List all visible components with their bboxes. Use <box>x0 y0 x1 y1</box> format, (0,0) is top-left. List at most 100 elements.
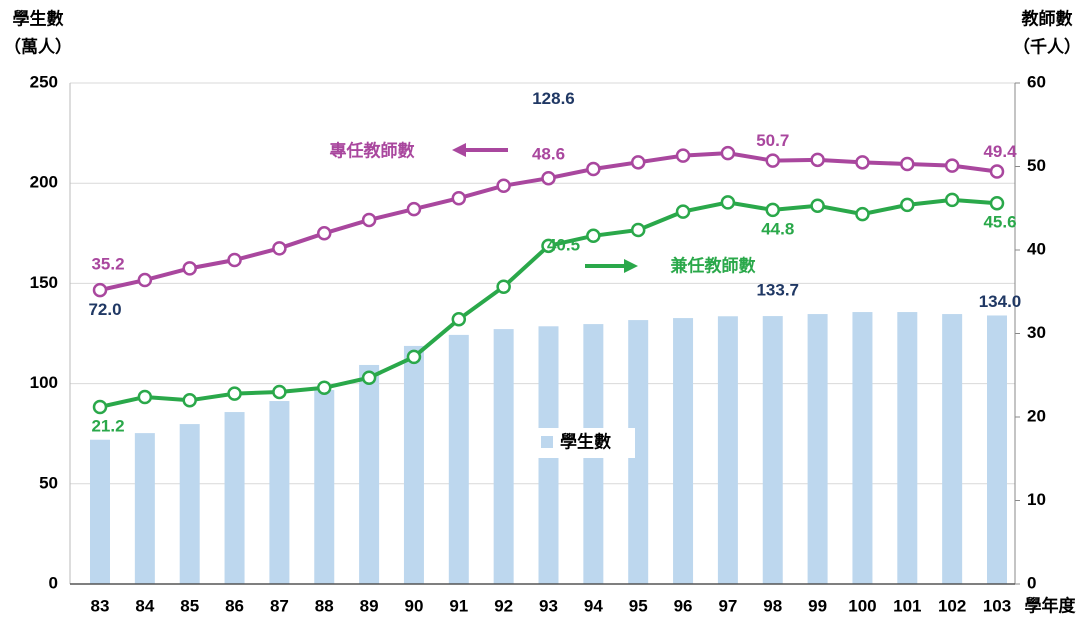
x-tick-label: 86 <box>225 596 244 615</box>
data-label: 72.0 <box>88 300 121 319</box>
marker <box>182 261 197 276</box>
bar <box>807 314 828 584</box>
marker <box>541 170 556 186</box>
marker <box>586 228 601 244</box>
y2-tick-label: 60 <box>1027 72 1046 91</box>
x-tick-label: 92 <box>494 596 513 615</box>
data-label: 48.6 <box>532 145 565 164</box>
bar <box>134 433 155 584</box>
data-label: 35.2 <box>91 255 124 274</box>
y2-axis-title: （千人） <box>1013 36 1081 56</box>
marker <box>675 148 691 163</box>
marker <box>586 161 601 177</box>
x-tick-label: 99 <box>808 596 827 615</box>
marker <box>720 195 736 210</box>
y2-tick-label: 40 <box>1027 239 1046 258</box>
bar <box>90 439 110 584</box>
bar <box>942 314 963 584</box>
bar <box>403 345 424 584</box>
marker <box>900 156 915 172</box>
marker <box>810 198 825 213</box>
bar <box>852 312 873 584</box>
y2-tick-label: 10 <box>1027 490 1046 509</box>
legend-label: 學生數 <box>560 431 611 451</box>
y2-tick-label: 0 <box>1027 573 1036 592</box>
y-tick-label: 250 <box>30 72 58 91</box>
y-tick-label: 200 <box>30 173 58 192</box>
x-tick-label: 103 <box>983 596 1011 615</box>
marker <box>137 272 153 288</box>
marker <box>630 155 646 170</box>
marker <box>227 386 242 401</box>
y2-tick-label: 30 <box>1027 323 1046 342</box>
marker <box>944 192 960 208</box>
x-tick-label: 101 <box>893 596 921 615</box>
legend-swatch <box>541 436 553 448</box>
marker <box>272 241 287 256</box>
marker <box>944 158 960 173</box>
x-tick-label: 87 <box>270 596 289 615</box>
bar <box>359 364 380 584</box>
marker <box>317 226 332 241</box>
marker <box>989 195 1005 211</box>
marker <box>720 145 736 161</box>
marker <box>92 282 108 298</box>
marker <box>541 238 556 254</box>
bar <box>897 312 918 584</box>
x-tick-label: 96 <box>674 596 693 615</box>
data-label: 134.0 <box>979 292 1022 311</box>
data-label: 50.7 <box>756 131 789 150</box>
x-tick-label: 98 <box>763 596 782 615</box>
marker <box>406 349 422 365</box>
marker <box>361 212 377 228</box>
marker <box>182 393 197 408</box>
marker <box>451 312 467 327</box>
marker <box>630 222 646 238</box>
bar <box>762 316 783 584</box>
data-label: 21.2 <box>91 416 124 435</box>
bar <box>717 316 738 584</box>
marker <box>765 153 780 168</box>
data-label: 128.6 <box>532 89 575 108</box>
x-tick-label: 88 <box>315 596 334 615</box>
x-tick-label: 83 <box>91 596 110 615</box>
marker <box>855 155 870 170</box>
bar <box>224 412 245 584</box>
marker <box>675 204 691 219</box>
bar <box>673 318 694 584</box>
marker <box>496 279 511 294</box>
marker <box>765 202 780 218</box>
data-label: 49.4 <box>983 142 1017 161</box>
bar <box>628 320 649 584</box>
annotation: 專任教師數 <box>330 140 415 160</box>
marker <box>855 206 870 222</box>
y-axis-title: （萬人） <box>4 36 72 56</box>
data-label: 45.6 <box>983 213 1016 232</box>
y-axis-title: 學生數 <box>13 8 64 28</box>
marker <box>227 252 242 268</box>
x-tick-label: 95 <box>629 596 648 615</box>
marker <box>272 384 287 400</box>
marker <box>317 380 332 396</box>
x-tick-label: 100 <box>848 596 876 615</box>
x-tick-label: 89 <box>360 596 379 615</box>
y2-tick-label: 50 <box>1027 156 1046 175</box>
x-tick-label: 97 <box>718 596 737 615</box>
marker <box>451 190 467 206</box>
bar <box>987 315 1007 584</box>
bar <box>269 401 290 584</box>
x-tick-label: 94 <box>584 596 603 615</box>
marker <box>810 152 825 168</box>
marker <box>92 399 108 415</box>
data-label: 133.7 <box>756 281 799 300</box>
arrow-head <box>624 259 638 273</box>
annotation: 兼任教師數 <box>671 255 756 275</box>
marker <box>406 201 422 217</box>
arrow-head <box>452 143 466 157</box>
marker <box>137 389 153 405</box>
y-tick-label: 50 <box>39 473 58 492</box>
x-tick-label: 84 <box>135 596 154 615</box>
y-tick-label: 150 <box>30 273 58 292</box>
marker <box>900 197 915 213</box>
